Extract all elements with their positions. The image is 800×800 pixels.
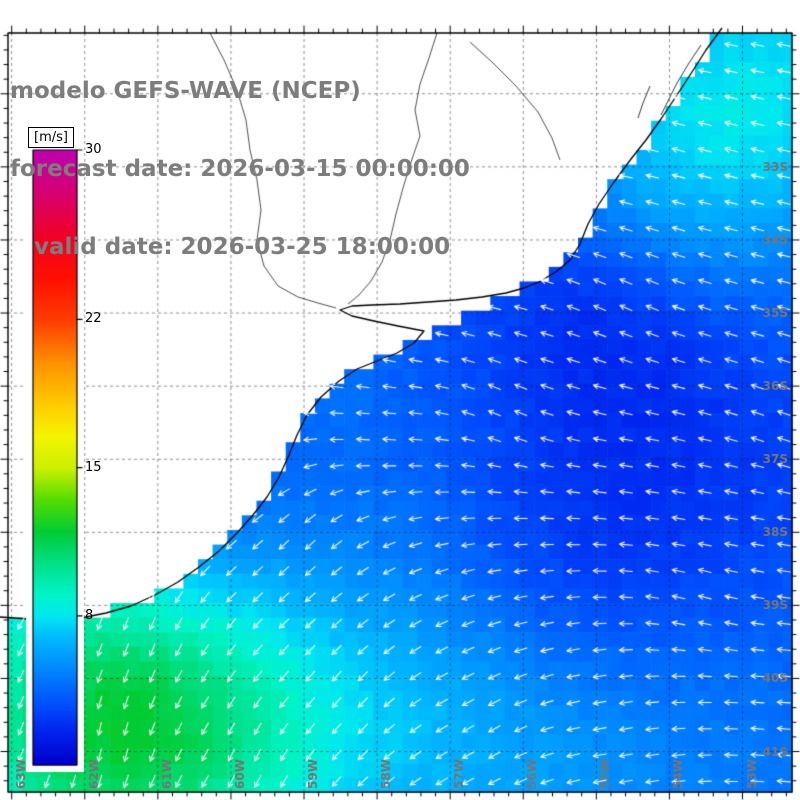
model-title-line: modelo GEFS-WAVE (NCEP) xyxy=(10,78,361,104)
forecast-date-line: forecast date: 2026-03-15 00:00:00 xyxy=(10,156,470,182)
valid-date-line: valid date: 2026-03-25 18:00:00 xyxy=(10,234,451,260)
colorbar-unit-label: [m/s] xyxy=(28,127,74,148)
title-block: modelo GEFS-WAVE (NCEP) forecast date: 2… xyxy=(10,26,470,312)
